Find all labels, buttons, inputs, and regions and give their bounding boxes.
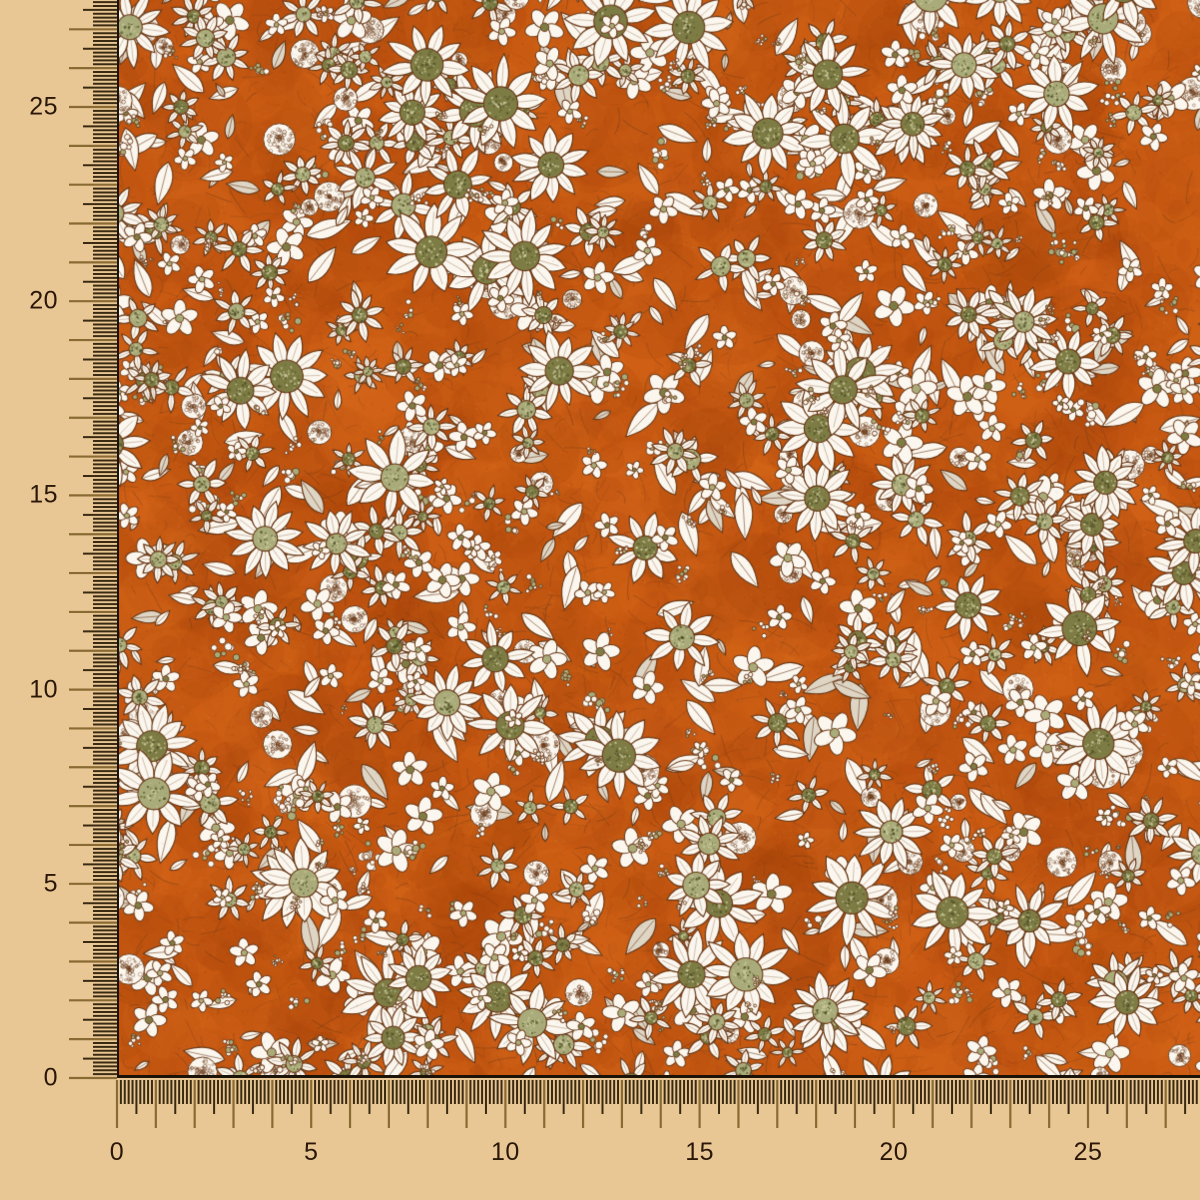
vertical-ruler-label: 10: [29, 675, 58, 704]
horizontal-ruler-label: 15: [685, 1138, 714, 1166]
fabric-swatch: [117, 0, 1200, 1078]
horizontal-ruler-label: 20: [879, 1138, 909, 1166]
horizontal-ruler-ticks: [115, 1080, 1198, 1128]
vertical-ruler-ticks: [69, 1, 117, 1080]
vertical-ruler-label: 0: [43, 1063, 58, 1092]
vertical-ruler-label: 5: [43, 869, 58, 898]
vertical-ruler-label: 25: [29, 92, 58, 121]
vertical-ruler: [0, 0, 117, 1082]
floral-print-fabric-image: [119, 0, 1200, 1075]
horizontal-ruler-label: 10: [490, 1138, 520, 1166]
horizontal-ruler-label: 25: [1073, 1138, 1103, 1166]
horizontal-ruler-label: 0: [109, 1138, 125, 1166]
horizontal-ruler: [0, 1078, 1200, 1200]
horizontal-ruler-label: 5: [303, 1138, 319, 1166]
vertical-ruler-label: 15: [29, 480, 58, 509]
vertical-ruler-label: 20: [29, 286, 58, 315]
